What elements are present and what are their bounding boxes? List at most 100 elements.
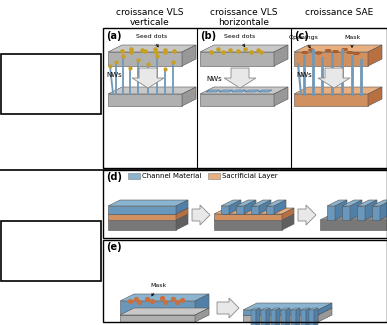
Polygon shape xyxy=(271,308,280,310)
Polygon shape xyxy=(266,200,286,206)
Polygon shape xyxy=(108,87,196,94)
Text: Approche
« top-down »: Approche « top-down » xyxy=(15,240,87,262)
Polygon shape xyxy=(251,310,256,325)
Polygon shape xyxy=(108,214,176,220)
Polygon shape xyxy=(132,68,164,88)
Polygon shape xyxy=(120,294,209,301)
Text: NWs: NWs xyxy=(296,72,312,78)
Polygon shape xyxy=(365,200,377,220)
Polygon shape xyxy=(372,200,387,206)
Text: (a): (a) xyxy=(106,31,122,41)
Polygon shape xyxy=(380,200,387,220)
Polygon shape xyxy=(206,90,220,92)
Text: Approche
« bottom-up »: Approche « bottom-up » xyxy=(12,73,91,95)
Text: Openings: Openings xyxy=(289,35,319,48)
Polygon shape xyxy=(195,308,209,322)
Polygon shape xyxy=(244,200,256,214)
Text: Sacrificial Layer: Sacrificial Layer xyxy=(222,173,277,179)
Polygon shape xyxy=(368,45,382,66)
Polygon shape xyxy=(259,200,271,214)
Polygon shape xyxy=(274,87,288,106)
Text: Mask: Mask xyxy=(344,35,360,47)
Polygon shape xyxy=(214,208,294,214)
Polygon shape xyxy=(286,308,290,325)
Polygon shape xyxy=(335,200,347,220)
Polygon shape xyxy=(258,90,272,92)
Polygon shape xyxy=(368,87,382,106)
Polygon shape xyxy=(274,200,286,214)
Polygon shape xyxy=(232,90,246,92)
Polygon shape xyxy=(261,310,266,325)
Polygon shape xyxy=(306,308,310,325)
Polygon shape xyxy=(301,308,310,310)
Text: (b): (b) xyxy=(200,31,216,41)
Polygon shape xyxy=(271,310,276,325)
Text: croissance SAE: croissance SAE xyxy=(305,8,373,17)
Ellipse shape xyxy=(316,52,322,54)
Polygon shape xyxy=(243,303,332,310)
Polygon shape xyxy=(182,87,196,106)
Polygon shape xyxy=(281,310,286,325)
Polygon shape xyxy=(372,206,380,220)
Polygon shape xyxy=(291,310,296,325)
Polygon shape xyxy=(200,94,274,106)
Bar xyxy=(103,170,387,238)
Polygon shape xyxy=(282,214,294,230)
Polygon shape xyxy=(108,52,182,66)
Polygon shape xyxy=(108,94,182,106)
Polygon shape xyxy=(108,45,196,52)
FancyBboxPatch shape xyxy=(1,221,101,281)
Text: NWs: NWs xyxy=(206,76,222,82)
Polygon shape xyxy=(214,214,282,220)
Polygon shape xyxy=(108,206,176,214)
Polygon shape xyxy=(327,200,347,206)
Polygon shape xyxy=(221,206,229,214)
Polygon shape xyxy=(309,310,314,325)
Polygon shape xyxy=(108,220,176,230)
Polygon shape xyxy=(182,45,196,66)
Text: (c): (c) xyxy=(294,31,309,41)
Polygon shape xyxy=(243,315,318,322)
Polygon shape xyxy=(291,308,300,310)
Polygon shape xyxy=(192,205,210,225)
Polygon shape xyxy=(108,200,188,206)
Polygon shape xyxy=(176,200,188,214)
Polygon shape xyxy=(266,206,274,214)
Polygon shape xyxy=(320,214,387,220)
Polygon shape xyxy=(281,308,290,310)
Text: Seed dots: Seed dots xyxy=(136,34,168,47)
Polygon shape xyxy=(294,52,368,66)
Polygon shape xyxy=(294,94,368,106)
Polygon shape xyxy=(318,308,332,322)
Polygon shape xyxy=(296,308,300,325)
Polygon shape xyxy=(276,308,280,325)
Text: NWs: NWs xyxy=(106,72,122,78)
Bar xyxy=(103,240,387,322)
Polygon shape xyxy=(342,200,362,206)
Polygon shape xyxy=(294,45,382,52)
Ellipse shape xyxy=(347,51,353,54)
Bar xyxy=(128,173,140,179)
Polygon shape xyxy=(120,308,209,315)
Polygon shape xyxy=(251,206,259,214)
Polygon shape xyxy=(200,52,274,66)
Text: croissance VLS
horizontale: croissance VLS horizontale xyxy=(210,8,277,27)
Polygon shape xyxy=(301,310,306,325)
Polygon shape xyxy=(200,87,288,94)
Polygon shape xyxy=(214,214,294,220)
Polygon shape xyxy=(176,214,188,230)
Polygon shape xyxy=(200,45,288,52)
Polygon shape xyxy=(176,208,188,220)
Polygon shape xyxy=(195,294,209,315)
Polygon shape xyxy=(217,298,239,318)
Ellipse shape xyxy=(332,50,339,53)
Polygon shape xyxy=(120,315,195,322)
Polygon shape xyxy=(294,87,382,94)
Polygon shape xyxy=(282,208,294,220)
Bar xyxy=(208,173,220,179)
Ellipse shape xyxy=(308,49,314,51)
Polygon shape xyxy=(342,206,350,220)
Polygon shape xyxy=(219,90,233,92)
Polygon shape xyxy=(298,205,316,225)
FancyBboxPatch shape xyxy=(1,54,101,114)
